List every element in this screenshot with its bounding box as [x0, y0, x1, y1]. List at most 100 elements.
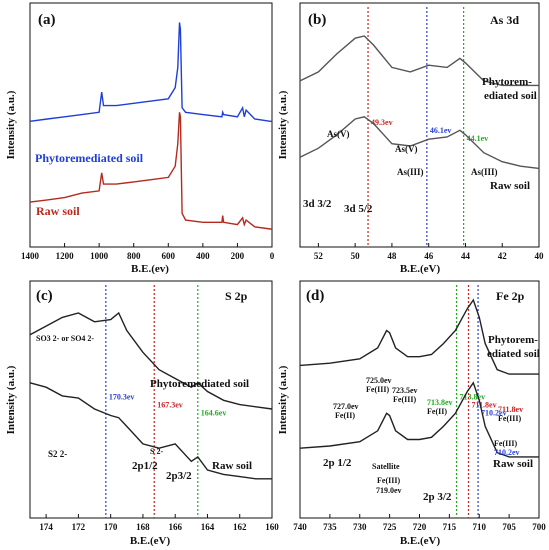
annotation-as-v-2: As(V) [395, 144, 418, 154]
series-line [299, 298, 539, 375]
reference-line-label: 170.3ev [109, 393, 135, 402]
x-tick-label: 174 [39, 522, 53, 532]
series-line [29, 22, 272, 122]
panel-d-xlabel: B.E.(eV) [400, 535, 441, 547]
series-label-phytoremediated-soil: Phytoremediated soil [35, 151, 144, 165]
annotation-727ev: 727.0ev [333, 402, 359, 411]
x-tick-label: 52 [314, 251, 324, 261]
panel-d-ylabel: Intensity (a.u.) [277, 365, 289, 434]
annotation-fe-iii-5: Fe(III) [377, 476, 400, 485]
x-tick-label: 162 [233, 522, 247, 532]
panel-b-ticks: 52 50 48 46 44 42 40 [314, 243, 544, 261]
annotation-713-8ev: 713.8ev [427, 398, 453, 407]
panel-c-frame [29, 280, 273, 519]
annotation-phytorem-d: Phytorem- [488, 334, 538, 346]
x-tick-label: 720 [413, 522, 427, 532]
x-tick-label: 42 [498, 251, 508, 261]
panel-c-title: S 2p [225, 289, 248, 303]
annotation-2p-1-2-d: 2p 1/2 [323, 457, 352, 469]
panel-d-series [299, 298, 539, 458]
panel-d-label: (d) [306, 288, 324, 304]
reference-line-label: 46.1ev [430, 126, 452, 135]
reference-line-label: 49.3ev [371, 118, 393, 127]
annotation-as-v-1: As(V) [327, 129, 350, 139]
panel-d-ticks: 740 735 730 725 720 715 710 705 700 [293, 514, 546, 532]
panel-b-title: As 3d [490, 13, 519, 27]
panel-b-label: (b) [308, 12, 326, 28]
annotation-719ev: 719.0ev [376, 486, 402, 495]
panel-b-ylabel: Intensity (a.u.) [277, 90, 289, 159]
annotation-2p-3-2: 2p3/2 [166, 470, 192, 482]
panel-a-xlabel: B.E.(ev) [131, 263, 169, 275]
panel-b-xlabel: B.E.(eV) [400, 263, 441, 275]
x-tick-label: 740 [293, 522, 307, 532]
reference-line-label: 167.3ev [157, 401, 183, 410]
annotation-710-2ev: 710.2ev [494, 448, 520, 457]
annotation-fe-iii-3: Fe(III) [498, 414, 521, 423]
x-tick-label: 46 [424, 251, 434, 261]
annotation-phytorem: Phytorem- [482, 76, 532, 88]
x-tick-label: 168 [136, 522, 150, 532]
x-tick-label: 600 [162, 251, 176, 261]
annotation-3d-5-2: 3d 5/2 [344, 203, 373, 215]
panel-a-ylabel: Intensity (a.u.) [5, 90, 17, 159]
x-tick-label: 40 [535, 251, 545, 261]
x-tick-label: 1400 [21, 251, 40, 261]
panel-b: (b) As 3d B.E.(eV) Intensity (a.u.) 49.3… [277, 2, 544, 275]
series-line [29, 311, 273, 410]
panel-c-reference-lines: 170.3ev 167.3ev 164.6ev [105, 285, 227, 518]
panel-a: (a) B.E.(ev) Intensity (a.u.) 1400 1200 10… [5, 2, 275, 275]
annotation-as-iii-2: As(III) [471, 167, 498, 177]
x-tick-label: 160 [265, 522, 279, 532]
panel-c: (c) S 2p B.E.(eV) Intensity (a.u.) 170.3… [5, 280, 279, 547]
panel-b-reference-lines: 49.3ev 46.1ev 44.1ev [367, 7, 488, 247]
x-tick-label: 735 [323, 522, 337, 532]
x-tick-label: 0 [270, 251, 275, 261]
x-tick-label: 170 [104, 522, 118, 532]
series-line [299, 116, 540, 170]
x-tick-label: 50 [351, 251, 361, 261]
panel-d: (d) Fe 2p B.E.(eV) Intensity (a.u.) 713.… [277, 280, 546, 547]
annotation-so3-so4: SO3 2- or SO4 2- [36, 334, 94, 343]
x-tick-label: 710 [473, 522, 487, 532]
x-tick-label: 700 [532, 522, 546, 532]
series-line [299, 381, 539, 458]
annotation-fe-ii-1: Fe(II) [335, 411, 355, 420]
annotation-723-5ev: 723.5ev [392, 386, 418, 395]
panel-b-frame [299, 2, 540, 248]
x-tick-label: 172 [72, 522, 86, 532]
panel-a-label: (a) [38, 12, 56, 28]
annotation-as-iii-1: As(III) [397, 167, 424, 177]
x-tick-label: 715 [443, 522, 457, 532]
panel-d-title: Fe 2p [496, 289, 525, 303]
x-tick-label: 48 [387, 251, 397, 261]
x-tick-label: 705 [502, 522, 516, 532]
annotation-2p-3-2-d: 2p 3/2 [423, 491, 452, 503]
annotation-s-2minus: S 2- [150, 447, 163, 456]
x-tick-label: 400 [196, 251, 210, 261]
series-line [29, 382, 272, 480]
x-tick-label: 730 [353, 522, 367, 532]
reference-line-label: 713.8ev [460, 393, 486, 402]
reference-line-label: 164.6ev [201, 409, 227, 418]
series-line [29, 112, 272, 230]
annotation-ediated-soil-d: ediated soil [487, 348, 540, 360]
annotation-725ev: 725.0ev [366, 376, 392, 385]
annotation-satellite: Satellite [372, 462, 400, 471]
annotation-2p-1-2: 2p1/2 [132, 460, 158, 472]
panel-c-ticks: 174 172 170 168 166 164 162 160 [39, 514, 279, 532]
annotation-phytoremediated-soil: Phytoremediated soil [150, 378, 249, 390]
annotation-711-8ev: 711.8ev [498, 405, 523, 414]
annotation-ediated-soil: ediated soil [484, 90, 537, 102]
panel-a-series [29, 22, 272, 230]
annotation-raw-soil-d: Raw soil [493, 458, 533, 470]
series-line [299, 35, 539, 87]
annotation-raw-soil-c: Raw soil [212, 460, 252, 472]
annotation-3d-3-2: 3d 3/2 [303, 198, 332, 210]
x-tick-label: 725 [383, 522, 397, 532]
x-tick-label: 44 [461, 251, 471, 261]
reference-line-label: 710.2ev [481, 409, 507, 418]
x-tick-label: 1000 [90, 251, 109, 261]
annotation-fe-iii-2: Fe(III) [393, 395, 416, 404]
